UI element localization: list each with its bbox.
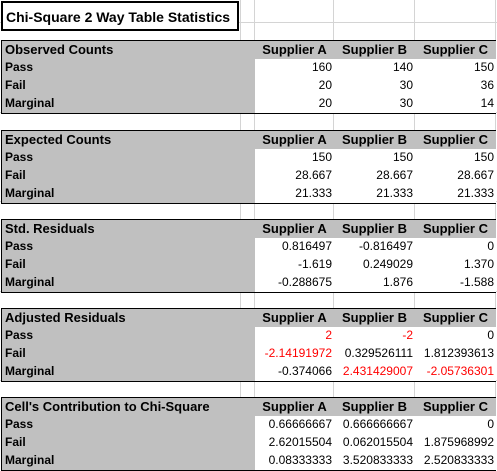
value-cell[interactable]: 21.333 xyxy=(255,185,334,203)
value-cell[interactable]: 0.329526111 xyxy=(334,345,415,363)
value-cell[interactable]: 0.08333333 xyxy=(255,452,334,470)
column-header-supplier-c[interactable]: Supplier C xyxy=(415,131,496,149)
row-label-pass[interactable]: Pass xyxy=(2,149,255,167)
value-cell[interactable]: 2.431429007 xyxy=(334,363,415,381)
row-label-pass[interactable]: Pass xyxy=(2,327,255,345)
column-header-supplier-c[interactable]: Supplier C xyxy=(415,398,496,416)
column-header-supplier-b[interactable]: Supplier B xyxy=(334,41,415,59)
value-cell[interactable]: 0.249029 xyxy=(334,256,415,274)
column-header-supplier-b[interactable]: Supplier B xyxy=(334,131,415,149)
value-cell[interactable]: 30 xyxy=(334,95,415,113)
value-cell[interactable]: 150 xyxy=(334,149,415,167)
value-cell[interactable]: 1.875968992 xyxy=(415,434,496,452)
column-header-supplier-b[interactable]: Supplier B xyxy=(334,220,415,238)
value-cell[interactable]: -2 xyxy=(334,327,415,345)
value-cell[interactable]: -2.05736301 xyxy=(415,363,496,381)
value-cell[interactable]: -1.619 xyxy=(255,256,334,274)
value-cell[interactable]: 0.816497 xyxy=(255,238,334,256)
observed-counts-header[interactable]: Observed Counts xyxy=(2,41,255,59)
adjusted-residuals-header[interactable]: Adjusted Residuals xyxy=(2,309,255,327)
column-header-supplier-c[interactable]: Supplier C xyxy=(415,309,496,327)
row-label-fail[interactable]: Fail xyxy=(2,434,255,452)
value-cell[interactable]: 0 xyxy=(415,416,496,434)
value-cell[interactable]: 21.333 xyxy=(334,185,415,203)
value-cell[interactable]: 150 xyxy=(255,149,334,167)
column-header-supplier-c[interactable]: Supplier C xyxy=(415,220,496,238)
value-cell[interactable]: 0.666666667 xyxy=(334,416,415,434)
value-cell[interactable]: 1.812393613 xyxy=(415,345,496,363)
value-cell[interactable]: 28.667 xyxy=(255,167,334,185)
adjusted-residuals-table: Adjusted Residuals Supplier A Supplier B Su… xyxy=(1,308,496,382)
value-cell[interactable]: 0.66666667 xyxy=(255,416,334,434)
value-cell[interactable]: 0 xyxy=(415,238,496,256)
column-header-supplier-a[interactable]: Supplier A xyxy=(255,398,334,416)
row-label-fail[interactable]: Fail xyxy=(2,345,255,363)
value-cell[interactable]: 28.667 xyxy=(415,167,496,185)
value-cell[interactable]: -0.816497 xyxy=(334,238,415,256)
value-cell[interactable]: -1.588 xyxy=(415,274,496,292)
std-residuals-table: Std. Residuals Supplier A Supplier B Suppli… xyxy=(1,219,496,293)
contribution-table: Cell's Contribution to Chi-Square Supplie… xyxy=(1,397,496,471)
row-label-pass[interactable]: Pass xyxy=(2,238,255,256)
value-cell[interactable]: 1.370 xyxy=(415,256,496,274)
value-cell[interactable]: 1.876 xyxy=(334,274,415,292)
row-label-marginal[interactable]: Marginal xyxy=(2,363,255,381)
value-cell[interactable]: 20 xyxy=(255,77,334,95)
row-label-marginal[interactable]: Marginal xyxy=(2,452,255,470)
column-header-supplier-a[interactable]: Supplier A xyxy=(255,131,334,149)
value-cell[interactable]: 2.62015504 xyxy=(255,434,334,452)
row-label-pass[interactable]: Pass xyxy=(2,416,255,434)
value-cell[interactable]: 2.520833333 xyxy=(415,452,496,470)
value-cell[interactable]: 21.333 xyxy=(415,185,496,203)
value-cell[interactable]: 0.062015504 xyxy=(334,434,415,452)
value-cell[interactable]: -0.288675 xyxy=(255,274,334,292)
column-header-supplier-a[interactable]: Supplier A xyxy=(255,41,334,59)
value-cell[interactable]: 30 xyxy=(334,77,415,95)
value-cell[interactable]: 150 xyxy=(415,59,496,77)
row-label-fail[interactable]: Fail xyxy=(2,256,255,274)
row-label-fail[interactable]: Fail xyxy=(2,77,255,95)
row-label-fail[interactable]: Fail xyxy=(2,167,255,185)
value-cell[interactable]: 140 xyxy=(334,59,415,77)
value-cell[interactable]: 0 xyxy=(415,327,496,345)
expected-counts-header[interactable]: Expected Counts xyxy=(2,131,255,149)
column-header-supplier-a[interactable]: Supplier A xyxy=(255,220,334,238)
column-header-supplier-a[interactable]: Supplier A xyxy=(255,309,334,327)
value-cell[interactable]: 150 xyxy=(415,149,496,167)
value-cell[interactable]: 14 xyxy=(415,95,496,113)
value-cell[interactable]: -2.14191972 xyxy=(255,345,334,363)
column-header-supplier-b[interactable]: Supplier B xyxy=(334,398,415,416)
contribution-header[interactable]: Cell's Contribution to Chi-Square xyxy=(2,398,255,416)
row-label-marginal[interactable]: Marginal xyxy=(2,185,255,203)
value-cell[interactable]: 2 xyxy=(255,327,334,345)
std-residuals-header[interactable]: Std. Residuals xyxy=(2,220,255,238)
column-header-supplier-c[interactable]: Supplier C xyxy=(415,41,496,59)
value-cell[interactable]: 28.667 xyxy=(334,167,415,185)
value-cell[interactable]: 3.520833333 xyxy=(334,452,415,470)
column-header-supplier-b[interactable]: Supplier B xyxy=(334,309,415,327)
expected-counts-table: Expected Counts Supplier A Supplier B Suppl… xyxy=(1,130,496,204)
observed-counts-table: Observed Counts Supplier A Supplier B Suppl… xyxy=(1,40,496,114)
row-label-marginal[interactable]: Marginal xyxy=(2,95,255,113)
value-cell[interactable]: 160 xyxy=(255,59,334,77)
row-label-marginal[interactable]: Marginal xyxy=(2,274,255,292)
value-cell[interactable]: -0.374066 xyxy=(255,363,334,381)
value-cell[interactable]: 20 xyxy=(255,95,334,113)
row-label-pass[interactable]: Pass xyxy=(2,59,255,77)
value-cell[interactable]: 36 xyxy=(415,77,496,95)
report-title: Chi-Square 2 Way Table Statistics xyxy=(1,1,239,31)
